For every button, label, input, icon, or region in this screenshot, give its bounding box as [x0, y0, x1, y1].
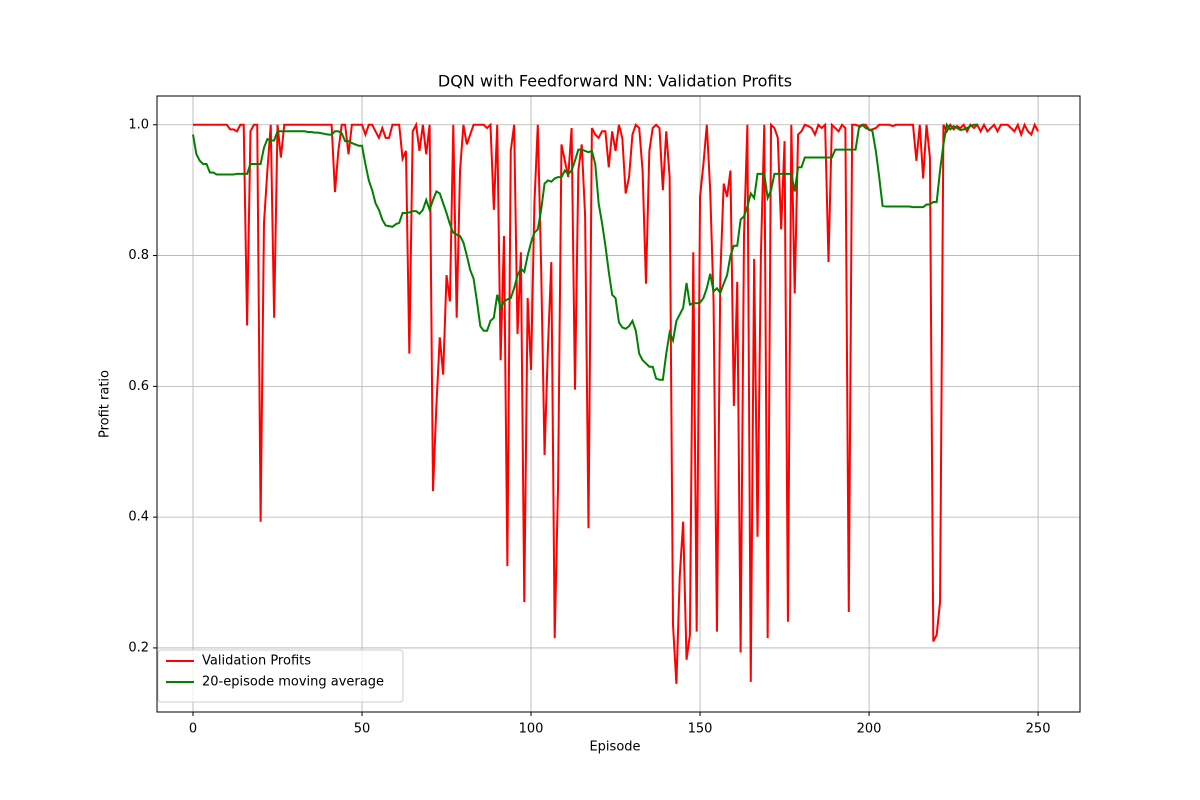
x-tick-label: 200 — [857, 722, 882, 737]
series-line — [193, 121, 1039, 684]
x-axis-label: Episode — [589, 740, 640, 755]
series-line — [192, 122, 978, 381]
legend-label: 20-episode moving average — [202, 675, 384, 690]
x-tick-label: 100 — [519, 722, 544, 737]
y-tick-label: 1.0 — [128, 117, 149, 132]
plot-frame — [156, 95, 1081, 713]
x-tick-label: 50 — [354, 722, 371, 737]
legend-box — [157, 649, 404, 703]
x-tick-label: 250 — [1026, 722, 1051, 737]
y-tick-label: 0.2 — [128, 640, 149, 655]
x-tick-label: 150 — [688, 722, 713, 737]
y-tick-label: 0.8 — [128, 248, 149, 263]
y-tick-label: 0.4 — [128, 510, 149, 525]
x-tick-label: 0 — [189, 722, 197, 737]
y-tick-label: 0.6 — [128, 379, 149, 394]
legend-label: Validation Profits — [202, 654, 311, 669]
y-axis-label: Profit ratio — [98, 370, 113, 438]
chart-title: DQN with Feedforward NN: Validation Prof… — [438, 72, 792, 91]
legend: Validation Profits 20-episode moving aver… — [157, 649, 404, 703]
